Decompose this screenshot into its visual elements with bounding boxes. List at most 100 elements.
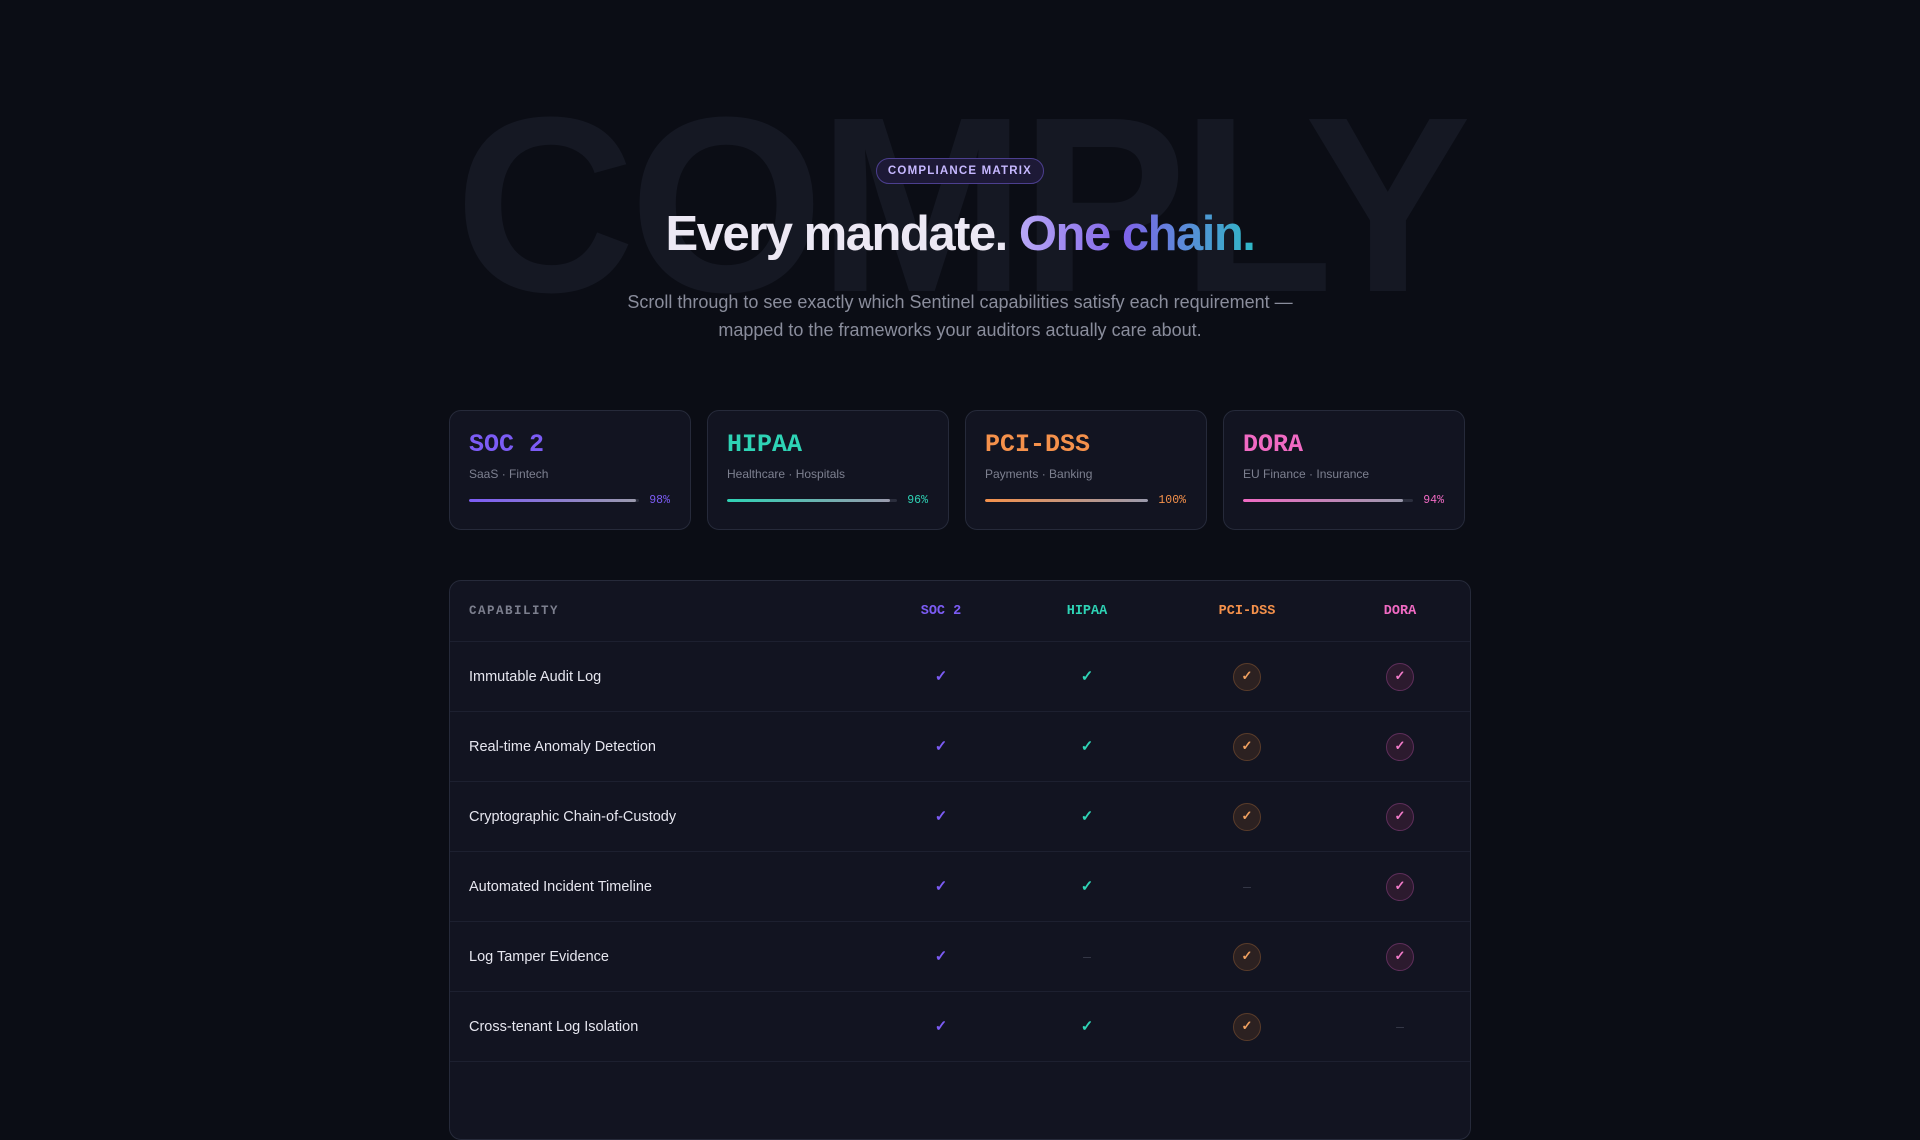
coverage-percent: 96% [907, 494, 928, 507]
header-dora: DORA [1383, 603, 1417, 619]
framework-cards: SOC 2 SaaS · Fintech 98% HIPAA Healthcar… [449, 410, 1465, 530]
framework-card-soc2[interactable]: SOC 2 SaaS · Fintech 98% [449, 410, 691, 530]
framework-name: PCI-DSS [985, 430, 1091, 459]
dash-icon: — [1396, 1019, 1404, 1035]
coverage-percent: 98% [649, 494, 670, 507]
cell-dora: — [1334, 1018, 1466, 1036]
table-row[interactable]: Cross-tenant Log Isolation ✓ ✓ ✓ — [450, 992, 1470, 1062]
check-icon: ✓ [934, 739, 948, 756]
coverage-fill [985, 499, 1149, 502]
framework-segment: EU Finance · Insurance [1243, 467, 1370, 481]
cell-dora: ✓ [1334, 872, 1466, 901]
cell-dora: ✓ [1334, 802, 1466, 831]
cell-dora: ✓ [1334, 662, 1466, 691]
framework-card-hipaa[interactable]: HIPAA Healthcare · Hospitals 96% [707, 410, 949, 530]
cell-soc2: ✓ [868, 947, 1014, 966]
check-icon: ✓ [1233, 662, 1261, 691]
watermark-text: COMPLY [454, 65, 1472, 344]
check-icon: ✓ [1386, 942, 1414, 971]
table-row[interactable]: Log Tamper Evidence ✓ — ✓ ✓ [450, 922, 1470, 992]
cell-pcidss: ✓ [1160, 802, 1334, 831]
cell-hipaa: ✓ [1014, 807, 1160, 826]
table-row[interactable]: Cryptographic Chain-of-Custody ✓ ✓ ✓ ✓ [450, 782, 1470, 852]
check-icon: ✓ [1386, 872, 1414, 901]
coverage-bar [985, 499, 1149, 502]
dash-icon: — [1083, 949, 1091, 965]
check-icon: ✓ [1386, 662, 1414, 691]
cell-dora: ✓ [1334, 942, 1466, 971]
coverage-percent: 94% [1423, 494, 1444, 507]
check-icon: ✓ [934, 809, 948, 826]
check-icon: ✓ [934, 949, 948, 966]
framework-segment: Healthcare · Hospitals [727, 467, 846, 481]
check-icon: ✓ [1386, 802, 1414, 831]
coverage-bar [1243, 499, 1414, 502]
subtitle: Scroll through to see exactly which Sent… [627, 292, 1293, 340]
check-icon: ✓ [1080, 879, 1094, 896]
framework-card-dora[interactable]: DORA EU Finance · Insurance 94% [1223, 410, 1465, 530]
coverage-fill [727, 499, 891, 502]
capability-name: Immutable Audit Log [469, 668, 602, 685]
capability-name: Cross-tenant Log Isolation [469, 1018, 639, 1035]
check-icon: ✓ [1233, 802, 1261, 831]
cell-hipaa: ✓ [1014, 667, 1160, 686]
check-icon: ✓ [1233, 1012, 1261, 1041]
check-icon: ✓ [934, 669, 948, 686]
cell-pcidss: ✓ [1160, 732, 1334, 761]
header-soc2: SOC 2 [920, 603, 962, 619]
headline-accent: One chain. [1018, 207, 1256, 261]
cell-soc2: ✓ [868, 667, 1014, 686]
cell-pcidss: ✓ [1160, 662, 1334, 691]
coverage-bar [469, 499, 640, 502]
cell-pcidss: ✓ [1160, 942, 1334, 971]
header-capability: CAPABILITY [469, 604, 560, 618]
eyebrow-badge: COMPLIANCE MATRIX [875, 158, 1045, 184]
headline: Every mandate. One chain. [0, 206, 1920, 262]
check-icon: ✓ [934, 1019, 948, 1036]
cell-soc2: ✓ [868, 807, 1014, 826]
coverage-bar [727, 499, 898, 502]
coverage-fill [1243, 499, 1404, 502]
capability-name: Automated Incident Timeline [469, 878, 652, 895]
table-body: Immutable Audit Log ✓ ✓ ✓ ✓ Real-time Anomaly… [450, 642, 1470, 1062]
cell-hipaa: — [1014, 948, 1160, 966]
table-row[interactable]: Real-time Anomaly Detection ✓ ✓ ✓ ✓ [450, 712, 1470, 782]
cell-pcidss: ✓ [1160, 1012, 1334, 1041]
framework-card-pcidss[interactable]: PCI-DSS Payments · Banking 100% [965, 410, 1207, 530]
headline-lead: Every mandate. [665, 207, 1009, 261]
cell-hipaa: ✓ [1014, 1017, 1160, 1036]
check-icon: ✓ [1080, 739, 1094, 756]
check-icon: ✓ [1233, 732, 1261, 761]
capability-name: Cryptographic Chain-of-Custody [469, 808, 677, 825]
framework-name: SOC 2 [469, 430, 545, 459]
capability-name: Log Tamper Evidence [469, 948, 609, 965]
hero: COMPLIANCE MATRIX Every mandate. One cha… [0, 158, 1920, 344]
check-icon: ✓ [1080, 1019, 1094, 1036]
cell-soc2: ✓ [868, 737, 1014, 756]
check-icon: ✓ [1080, 669, 1094, 686]
header-hipaa: HIPAA [1066, 603, 1108, 619]
capability-name: Real-time Anomaly Detection [469, 738, 656, 755]
table-row[interactable]: Immutable Audit Log ✓ ✓ ✓ ✓ [450, 642, 1470, 712]
framework-name: DORA [1243, 430, 1304, 459]
compliance-matrix-table: CAPABILITY SOC 2 HIPAA PCI-DSS DORA Immu… [449, 580, 1471, 1140]
dash-icon: — [1243, 879, 1251, 895]
coverage-percent: 100% [1158, 494, 1186, 507]
framework-segment: Payments · Banking [985, 467, 1093, 481]
cell-hipaa: ✓ [1014, 877, 1160, 896]
check-icon: ✓ [934, 879, 948, 896]
header-pcidss: PCI-DSS [1218, 603, 1276, 619]
framework-segment: SaaS · Fintech [469, 467, 549, 481]
check-icon: ✓ [1233, 942, 1261, 971]
cell-hipaa: ✓ [1014, 737, 1160, 756]
table-row[interactable]: Automated Incident Timeline ✓ ✓ — ✓ [450, 852, 1470, 922]
cell-soc2: ✓ [868, 1017, 1014, 1036]
check-icon: ✓ [1386, 732, 1414, 761]
framework-name: HIPAA [727, 430, 803, 459]
cell-dora: ✓ [1334, 732, 1466, 761]
coverage-fill [469, 499, 636, 502]
cell-pcidss: — [1160, 878, 1334, 896]
cell-soc2: ✓ [868, 877, 1014, 896]
check-icon: ✓ [1080, 809, 1094, 826]
table-header-row: CAPABILITY SOC 2 HIPAA PCI-DSS DORA [450, 581, 1470, 642]
